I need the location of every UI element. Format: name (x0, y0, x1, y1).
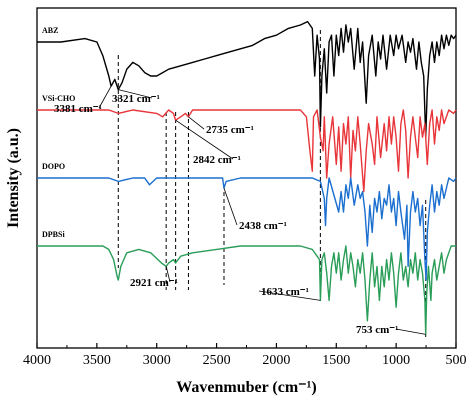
series-line-dpbsi (37, 245, 456, 336)
annotation-arrow (395, 328, 426, 335)
annotation-arrow (118, 89, 153, 99)
series-label-dopo: DOPO (42, 162, 65, 171)
annotation-layer: 3381 cm⁻¹ 3321 cm⁻¹ 2735 cm⁻¹ 2842 cm⁻¹ 2438… (54, 86, 426, 336)
annotation-arrow (165, 266, 171, 283)
x-tick-label: 1500 (322, 353, 350, 368)
x-tick-label: 3000 (143, 353, 171, 368)
y-axis-title: Intensity (a.u.) (5, 128, 22, 228)
annotation-arrow (98, 86, 112, 109)
annotation-2842: 2842 cm⁻¹ (193, 154, 241, 166)
annotation-3381: 3381 cm⁻¹ (54, 103, 102, 115)
annotation-2438: 2438 cm⁻¹ (239, 220, 287, 232)
annotation-3321: 3321 cm⁻¹ (112, 93, 160, 105)
x-axis-title: Wavenmuber (cm⁻¹) (176, 379, 316, 396)
series-label-abz: ABZ (42, 26, 58, 35)
annotation-arrow (175, 119, 234, 160)
annotation-arrow (258, 290, 321, 301)
series-label-vsi-cho: VSi-CHO (42, 94, 75, 103)
series-line-abz (37, 20, 457, 138)
series-layer: ABZ VSi-CHO DOPO DPBSi (37, 20, 457, 336)
x-tick-label: 3500 (83, 353, 111, 368)
annotation-2735: 2735 cm⁻¹ (206, 124, 254, 136)
series-line-dopo (37, 177, 457, 281)
x-tick-label: 4000 (23, 353, 51, 368)
x-tick-label: 2500 (203, 353, 231, 368)
annotation-arrow (188, 116, 205, 130)
annotation-1633: 1633 cm⁻¹ (261, 286, 309, 298)
axis-layer: 4000 3500 3000 2500 2000 1500 1000 500 (23, 343, 467, 368)
series-line-vsi-cho (37, 109, 457, 193)
x-tick-label: 2000 (262, 353, 290, 368)
annotation-arrow (223, 188, 238, 226)
x-tick-label: 500 (446, 353, 467, 368)
annotation-2921: 2921 cm⁻¹ (130, 277, 178, 289)
series-label-dpbsi: DPBSi (42, 230, 65, 239)
annotation-753: 753 cm⁻¹ (356, 324, 398, 336)
x-tick-label: 1000 (382, 353, 410, 368)
